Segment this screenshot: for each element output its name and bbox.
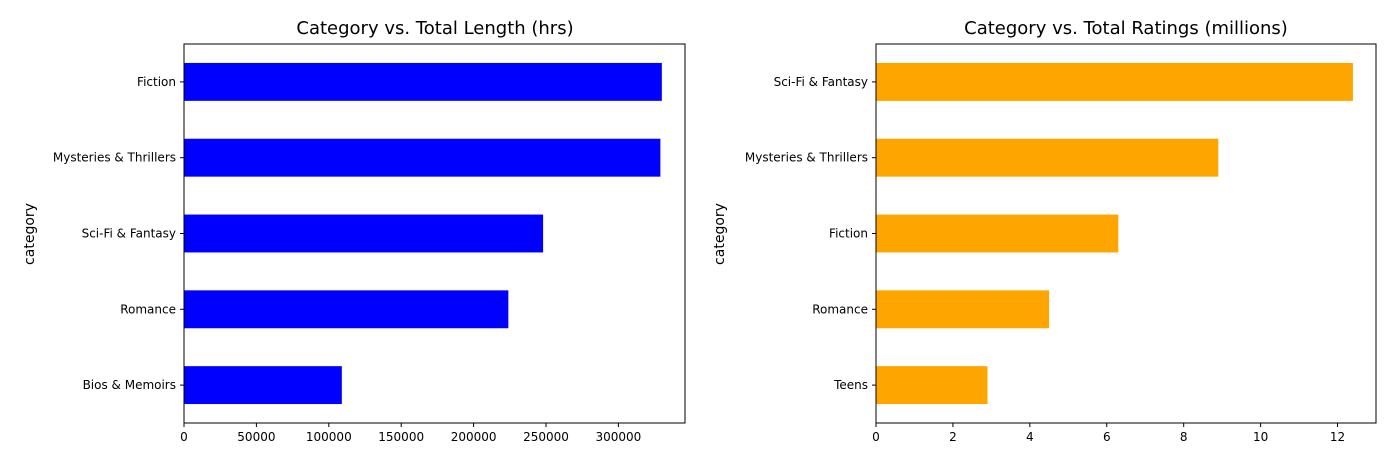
x-tick-label: 4: [1026, 430, 1034, 444]
x-tick-label: 0: [180, 430, 188, 444]
bar-2: [184, 138, 661, 177]
y-tick-label: Romance: [812, 302, 868, 316]
x-tick-label: 10: [1253, 430, 1268, 444]
x-tick-label: 8: [1180, 430, 1188, 444]
y-tick-label: Fiction: [829, 227, 868, 241]
bar-1: [184, 62, 662, 101]
x-tick-label: 50000: [237, 430, 275, 444]
y-tick-label: Sci-Fi & Fantasy: [774, 75, 868, 89]
y-tick-label: Romance: [120, 302, 176, 316]
chart-1-title: Category vs. Total Length (hrs): [296, 18, 573, 39]
chart-1: Category vs. Total Length (hrs) category…: [22, 18, 686, 444]
bar-5: [184, 366, 342, 405]
bar-4: [184, 290, 509, 329]
chart-1-plot-area: Fiction Mysteries & Thrillers Sci-Fi & Fan…: [53, 43, 686, 444]
x-tick-label: 12: [1330, 430, 1345, 444]
chart-2: Category vs. Total Ratings (millions) ca…: [712, 18, 1377, 444]
chart-2-y-axis-label: category: [712, 203, 728, 265]
x-tick-label: 2: [949, 430, 957, 444]
y-tick-label: Bios & Memoirs: [83, 378, 176, 392]
bar-3: [876, 214, 1119, 253]
bar-1: [876, 62, 1353, 101]
y-tick-label: Mysteries & Thrillers: [745, 151, 868, 165]
x-tick-label: 300000: [595, 430, 641, 444]
bar-4: [876, 290, 1050, 329]
x-tick-label: 150000: [378, 430, 424, 444]
chart-2-plot-area: Sci-Fi & Fantasy Mysteries & Thrillers Fic…: [745, 43, 1377, 444]
chart-2-title: Category vs. Total Ratings (millions): [964, 18, 1288, 39]
x-tick-label: 0: [872, 430, 880, 444]
axes-frame: [875, 43, 1377, 424]
x-tick-label: 100000: [306, 430, 352, 444]
bar-2: [876, 138, 1219, 177]
axes-frame: [183, 43, 686, 424]
x-tick-label: 200000: [451, 430, 497, 444]
bar-5: [876, 366, 988, 405]
x-tick-label: 6: [1103, 430, 1111, 444]
y-tick-label: Teens: [833, 378, 868, 392]
x-tick-label: 250000: [523, 430, 569, 444]
chart-1-y-axis-label: category: [22, 203, 38, 265]
y-tick-label: Sci-Fi & Fantasy: [82, 227, 176, 241]
bar-3: [184, 214, 544, 253]
y-tick-label: Mysteries & Thrillers: [53, 151, 176, 165]
y-tick-label: Fiction: [137, 75, 176, 89]
